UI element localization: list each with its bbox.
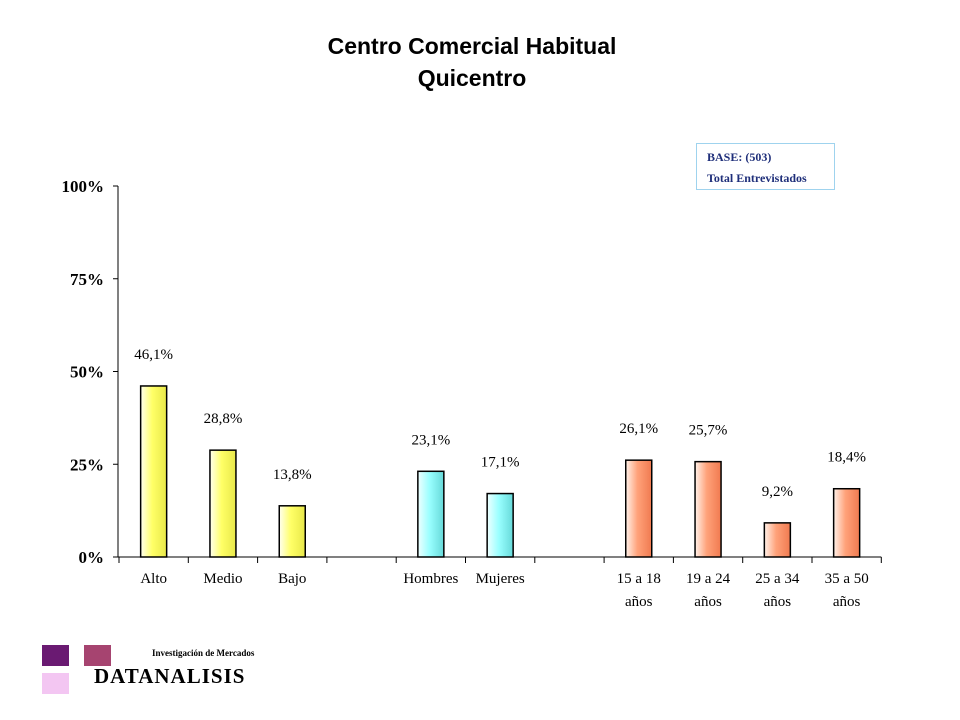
data-label: 17,1% xyxy=(481,455,520,471)
chart-title: Centro Comercial Habitual Quicentro xyxy=(0,30,944,94)
data-label: 28,8% xyxy=(204,411,243,427)
bar-35-a-50-años xyxy=(832,487,861,558)
x-tick-label: 25 a 34 xyxy=(755,571,800,587)
x-tick-label: Bajo xyxy=(278,571,306,587)
y-tick-label: 75% xyxy=(70,270,104,289)
datanalisis-logo: Investigación de Mercados DATANALISIS xyxy=(38,643,278,698)
data-label: 26,1% xyxy=(619,421,658,437)
bar-medio xyxy=(209,449,237,558)
logo-square-dark xyxy=(42,645,69,666)
data-label: 25,7% xyxy=(689,423,728,439)
bar-19-a-24-años xyxy=(694,460,722,558)
logo-square-light xyxy=(42,673,69,694)
base-info-box: BASE: (503) Total Entrevistados xyxy=(696,143,835,190)
base-count-label: BASE: (503) xyxy=(707,150,772,164)
logo-subtitle: Investigación de Mercados xyxy=(152,648,255,658)
logo-square-mid xyxy=(84,645,111,666)
y-tick-label: 0% xyxy=(79,548,105,567)
y-tick-label: 25% xyxy=(70,455,104,474)
bar-bajo xyxy=(278,505,306,558)
base-description-label: Total Entrevistados xyxy=(707,171,807,185)
bar-25-a-34-años xyxy=(763,522,792,558)
bar-mujeres xyxy=(486,492,514,558)
x-tick-label: Medio xyxy=(203,571,242,587)
x-tick-label: años xyxy=(625,594,653,610)
x-tick-label: años xyxy=(694,594,722,610)
data-label: 9,2% xyxy=(762,484,793,500)
data-label: 46,1% xyxy=(134,347,173,363)
x-tick-label: Mujeres xyxy=(476,571,525,587)
chart-title-line2: Quicentro xyxy=(417,65,527,91)
chart-bars xyxy=(139,385,861,558)
x-tick-label: 19 a 24 xyxy=(686,571,731,587)
y-tick-label: 50% xyxy=(70,363,104,382)
x-tick-label: años xyxy=(833,594,861,610)
chart-labels: 46,1% Alto 28,8% Medio 13,8% Bajo 23,1% Hombres… xyxy=(134,347,868,610)
bar-alto xyxy=(139,385,168,558)
chart-title-line1: Centro Comercial Habitual xyxy=(327,33,617,59)
x-tick-label: 35 a 50 xyxy=(825,571,869,587)
chart-axes: 0% 25% 50% 75% 100% xyxy=(62,177,882,567)
data-label: 23,1% xyxy=(411,432,450,448)
x-tick-label: 15 a 18 xyxy=(617,571,661,587)
data-label: 18,4% xyxy=(827,450,866,466)
logo-name: DATANALISIS xyxy=(94,664,246,688)
x-tick-label: años xyxy=(764,594,792,610)
x-tick-label: Hombres xyxy=(403,571,458,587)
x-tick-label: Alto xyxy=(140,571,167,587)
bar-hombres xyxy=(417,470,445,558)
data-label: 13,8% xyxy=(273,467,312,483)
y-tick-label: 100% xyxy=(62,177,105,196)
bar-15-a-18-años xyxy=(625,459,653,558)
